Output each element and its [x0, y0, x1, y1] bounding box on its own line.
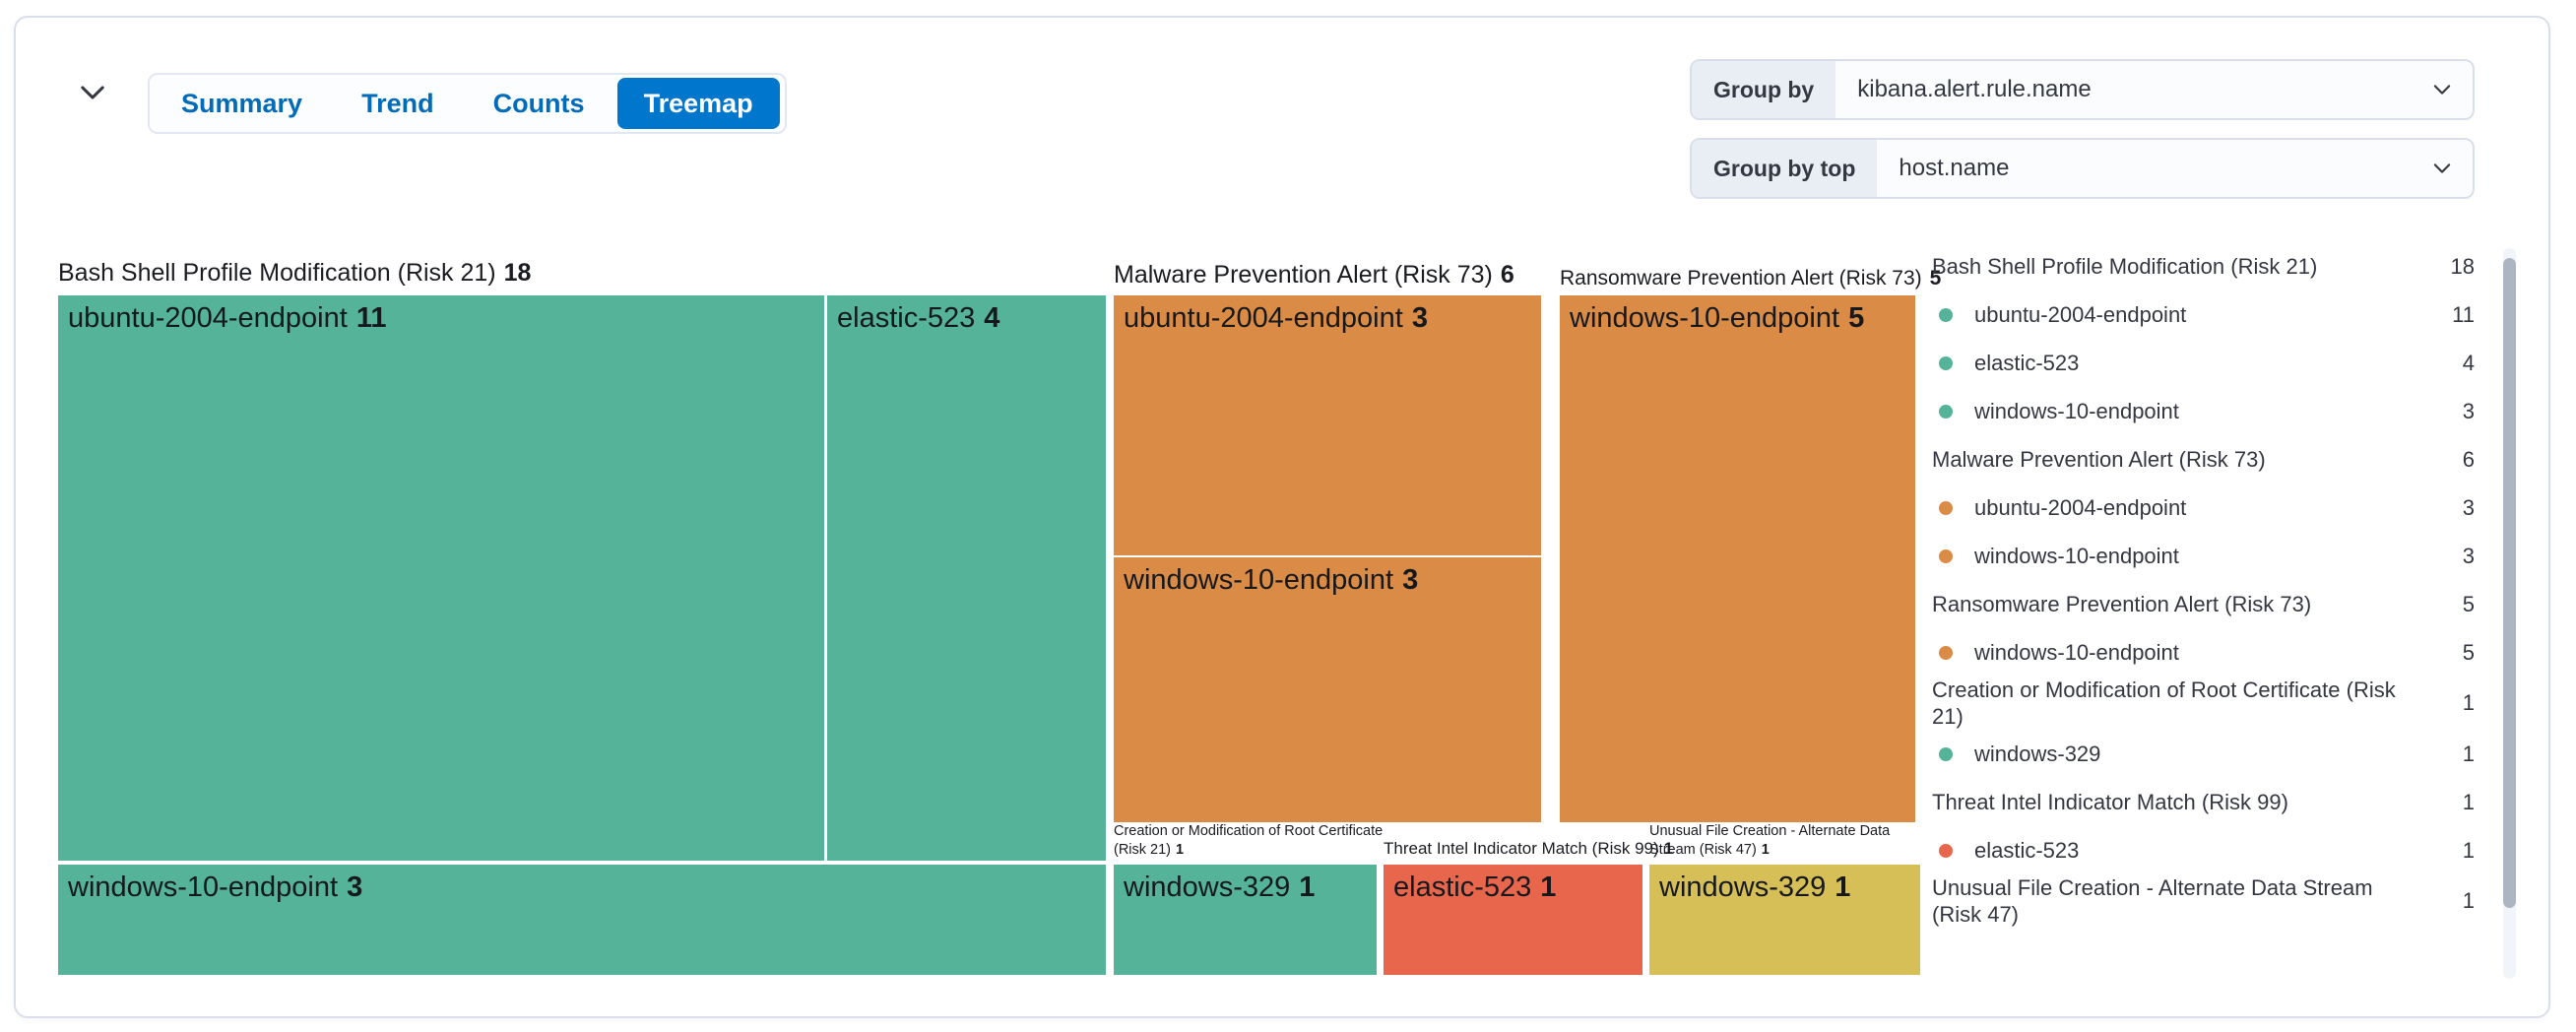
- group-by-top-label: Group by top: [1692, 140, 1878, 197]
- collapse-panel-button[interactable]: [69, 69, 116, 116]
- legend-host-row[interactable]: windows-10-endpoint 5: [1932, 628, 2475, 677]
- legend-host-row[interactable]: ubuntu-2004-endpoint 3: [1932, 484, 2475, 532]
- group-by-value: kibana.alert.rule.name: [1857, 76, 2092, 102]
- legend-host-row[interactable]: elastic-523 4: [1932, 339, 2475, 387]
- section-header-threat-intel: Threat Intel Indicator Match (Risk 99) 1: [1384, 839, 1674, 858]
- legend-color-dot: [1939, 746, 1953, 761]
- legend-color-dot: [1939, 500, 1953, 515]
- treemap-tile-rootcert-windows329[interactable]: windows-329 1: [1114, 865, 1377, 975]
- legend-color-dot: [1939, 307, 1953, 322]
- legend-group-row[interactable]: Malware Prevention Alert (Risk 73) 6: [1932, 446, 2475, 473]
- group-by-label: Group by: [1692, 61, 1836, 118]
- legend-scrollbar-thumb[interactable]: [2503, 258, 2516, 908]
- legend-color-dot: [1939, 355, 1953, 370]
- treemap-legend: Bash Shell Profile Modification (Risk 21…: [1932, 242, 2475, 928]
- legend-host-row[interactable]: windows-10-endpoint 3: [1932, 387, 2475, 435]
- legend-color-dot: [1939, 843, 1953, 858]
- treemap-tile-unusualfile-windows329[interactable]: windows-329 1: [1649, 865, 1920, 975]
- treemap-tile-threatintel-elastic[interactable]: elastic-523 1: [1384, 865, 1642, 975]
- legend-host-row[interactable]: windows-10-endpoint 3: [1932, 532, 2475, 580]
- chevron-down-icon: [2433, 85, 2451, 95]
- legend-group-row[interactable]: Creation or Modification of Root Certifi…: [1932, 677, 2475, 729]
- legend-group-row[interactable]: Unusual File Creation - Alternate Data S…: [1932, 875, 2475, 927]
- group-by-top-control: Group by top host.name: [1690, 138, 2475, 199]
- group-by-select[interactable]: kibana.alert.rule.name: [1835, 61, 2473, 118]
- legend-host-row[interactable]: ubuntu-2004-endpoint 11: [1932, 290, 2475, 339]
- legend-group-row[interactable]: Bash Shell Profile Modification (Risk 21…: [1932, 253, 2475, 280]
- treemap-tile-bash-elastic[interactable]: elastic-523 4: [827, 295, 1106, 861]
- treemap-tile-bash-ubuntu[interactable]: ubuntu-2004-endpoint 11: [58, 295, 824, 861]
- group-by-top-select[interactable]: host.name: [1877, 140, 2473, 197]
- legend-host-row[interactable]: elastic-523 1: [1932, 826, 2475, 874]
- legend-color-dot: [1939, 404, 1953, 419]
- group-by-top-value: host.name: [1899, 155, 2010, 181]
- treemap-tile-malware-ubuntu[interactable]: ubuntu-2004-endpoint 3: [1114, 295, 1541, 555]
- section-header-unusual-file: Unusual File Creation - Alternate Data S…: [1649, 823, 1891, 858]
- chevron-down-icon: [81, 86, 104, 99]
- treemap-tile-ransomware-windows10[interactable]: windows-10-endpoint 5: [1560, 295, 1915, 822]
- treemap-tile-malware-windows10[interactable]: windows-10-endpoint 3: [1114, 557, 1541, 822]
- tab-trend[interactable]: Trend: [335, 78, 461, 129]
- legend-group-row[interactable]: Threat Intel Indicator Match (Risk 99) 1: [1932, 789, 2475, 815]
- tab-summary[interactable]: Summary: [155, 78, 329, 129]
- tab-counts[interactable]: Counts: [467, 78, 612, 129]
- section-header-bash: Bash Shell Profile Modification (Risk 21…: [58, 259, 532, 287]
- legend-color-dot: [1939, 645, 1953, 660]
- section-header-malware: Malware Prevention Alert (Risk 73) 6: [1114, 261, 1514, 289]
- treemap-tile-bash-windows10[interactable]: windows-10-endpoint 3: [58, 865, 1106, 975]
- group-by-control: Group by kibana.alert.rule.name: [1690, 59, 2475, 120]
- legend-host-row[interactable]: windows-329 1: [1932, 730, 2475, 778]
- section-header-ransomware: Ransomware Prevention Alert (Risk 73) 5: [1560, 267, 1942, 290]
- view-tab-group: Summary Trend Counts Treemap: [148, 73, 787, 134]
- legend-color-dot: [1939, 548, 1953, 563]
- tab-treemap[interactable]: Treemap: [616, 78, 780, 129]
- legend-group-row[interactable]: Ransomware Prevention Alert (Risk 73) 5: [1932, 591, 2475, 617]
- section-header-root-certificate: Creation or Modification of Root Certifi…: [1114, 823, 1384, 858]
- legend-scrollbar-track: [2503, 248, 2516, 979]
- chevron-down-icon: [2433, 163, 2451, 173]
